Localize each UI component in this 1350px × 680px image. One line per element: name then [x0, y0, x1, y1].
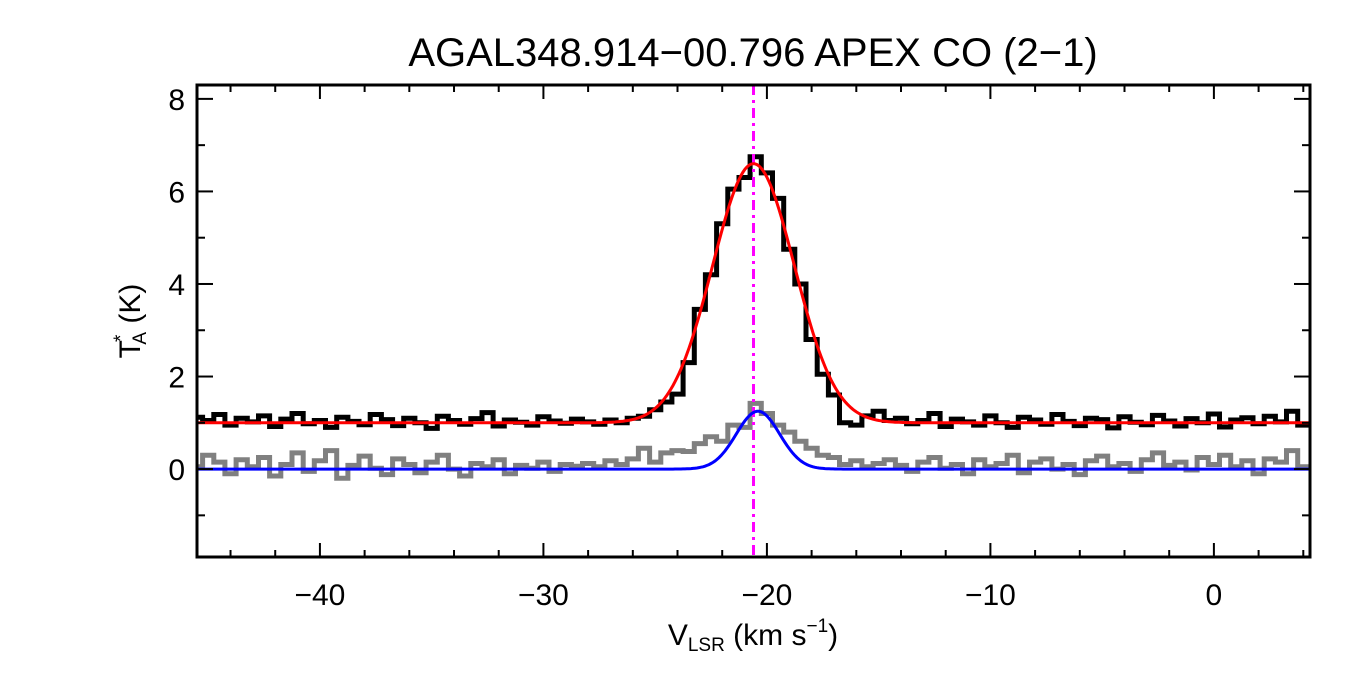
y-tick-label: 4: [168, 269, 185, 302]
gaussian-fit-red: [197, 162, 1309, 425]
y-tick-label: 8: [168, 84, 185, 117]
y-axis-label: T*A (K): [111, 284, 151, 359]
plot-frame: [195, 83, 1312, 559]
y-tick-label: 6: [168, 176, 185, 209]
gaussian-fit-blue: [197, 409, 1309, 471]
x-tick-label: −10: [965, 579, 1016, 612]
spectrum-histogram: [197, 154, 1309, 431]
chart-title: AGAL348.914−00.796 APEX CO (2−1): [408, 31, 1097, 75]
x-axis-label: VLSR (km s−1): [668, 616, 838, 656]
x-tick-label: −30: [518, 579, 569, 612]
axis-ticks: −40 −30 −20 −10 0 0 2 4 6 8: [168, 84, 1310, 612]
y-tick-label: 0: [168, 454, 185, 487]
x-tick-label: −40: [294, 579, 345, 612]
x-tick-label: 0: [1206, 579, 1223, 612]
plot-area: [197, 85, 1309, 557]
y-tick-label: 2: [168, 362, 185, 395]
x-tick-label: −20: [741, 579, 792, 612]
